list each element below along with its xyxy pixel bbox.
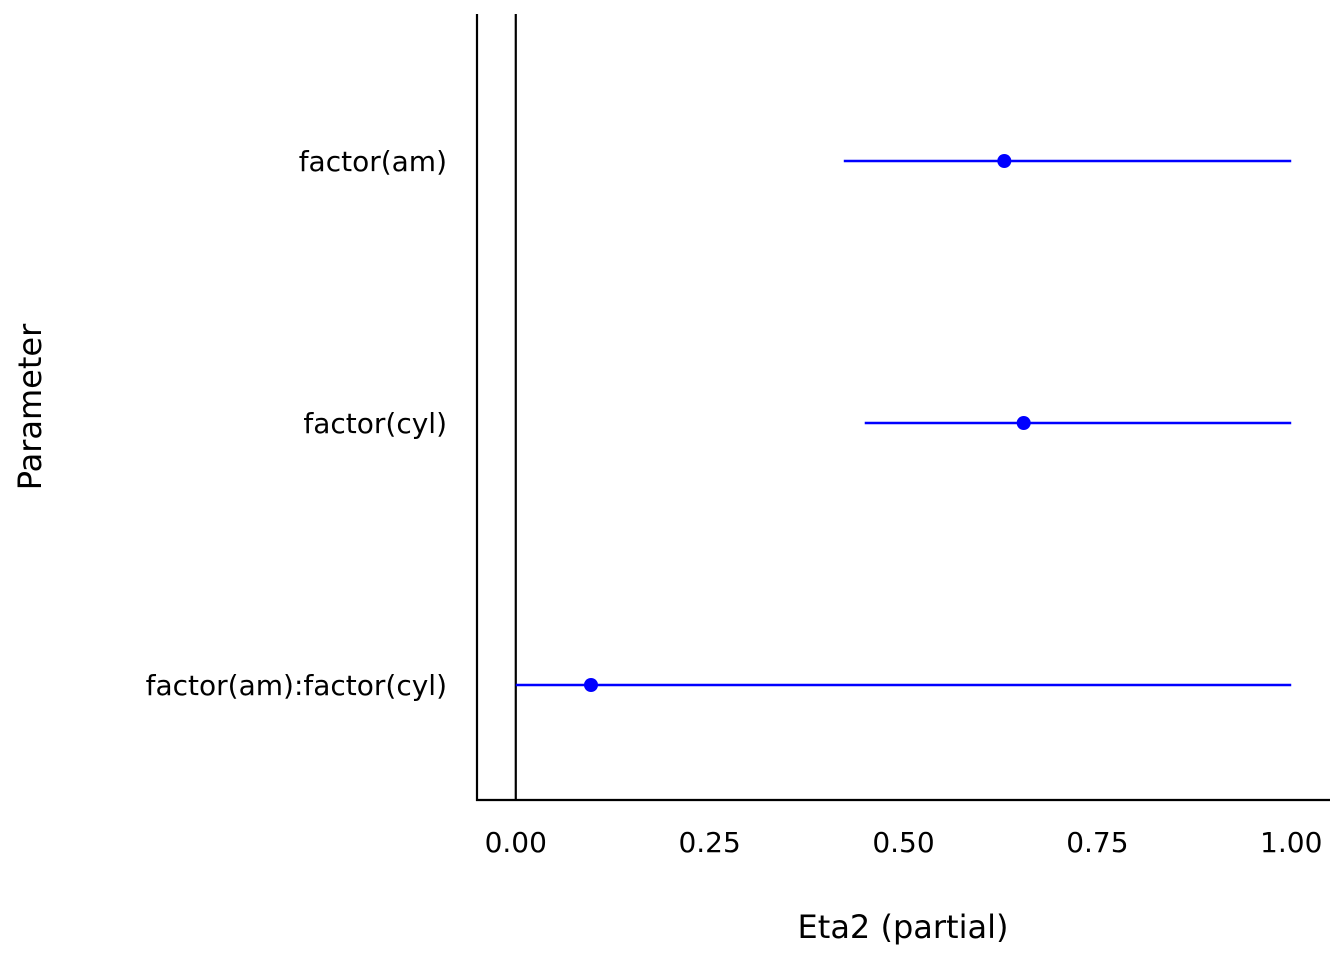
- y-tick-label: factor(am): [299, 145, 447, 178]
- x-tick-label: 0.00: [485, 826, 547, 859]
- data-marks: [515, 154, 1292, 692]
- x-tick-labels: 0.00 0.25 0.50 0.75 1.00: [485, 826, 1323, 859]
- y-tick-labels: factor(am) factor(cyl) factor(am):factor(c…: [146, 145, 447, 702]
- x-tick-label: 0.25: [678, 826, 740, 859]
- estimate-point: [583, 678, 598, 692]
- estimate-point: [1016, 416, 1031, 430]
- estimate-point: [997, 154, 1012, 168]
- x-tick-label: 0.50: [872, 826, 934, 859]
- x-tick-label: 0.75: [1066, 826, 1128, 859]
- axes: [475, 14, 1330, 802]
- y-tick-label: factor(am):factor(cyl): [146, 669, 447, 702]
- x-axis-title: Eta2 (partial): [798, 908, 1009, 946]
- y-tick-label: factor(cyl): [303, 407, 447, 440]
- x-tick-label: 1.00: [1260, 826, 1322, 859]
- y-axis-title: Parameter: [11, 323, 49, 490]
